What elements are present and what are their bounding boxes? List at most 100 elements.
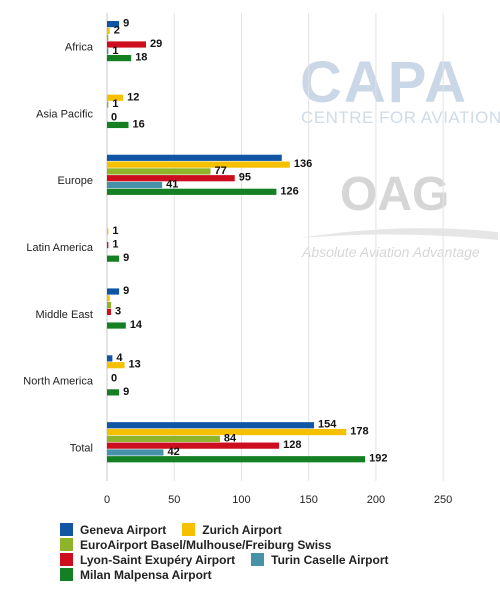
x-tick-label: 200	[367, 494, 385, 506]
capa-watermark-title: CAPA	[300, 50, 468, 115]
data-label-euroairport-basel-mulhouse-freiburg-swiss-europe: 77	[215, 165, 227, 177]
x-tick-label: 0	[104, 494, 110, 506]
bar-turin-caselle-airport-africa	[107, 48, 109, 55]
legend-item-zurich[interactable]: Zurich Airport	[182, 523, 282, 537]
data-label-turin-caselle-airport-asia-pacific: 0	[111, 112, 117, 124]
category-label-north-america: North America	[23, 376, 94, 388]
bar-lyon-saint-exup-ry-airport-africa	[107, 41, 146, 48]
legend-row: Milan Malpensa Airport	[60, 567, 490, 582]
legend-label-lyon: Lyon-Saint Exupéry Airport	[80, 552, 236, 567]
bar-milan-malpensa-airport-middle-east	[107, 322, 126, 329]
legend-row: Geneva Airport Zurich Airport	[60, 522, 490, 537]
legend-label-zurich: Zurich Airport	[202, 522, 282, 537]
bar-geneva-airport-total	[107, 422, 315, 429]
data-label-milan-malpensa-airport-asia-pacific: 16	[133, 118, 145, 130]
legend-swatch-zurich	[182, 523, 196, 536]
category-labels: Africa Asia Pacific Europe Latin America Mid…	[23, 41, 94, 454]
data-label-geneva-airport-africa: 9	[123, 18, 129, 30]
bar-euroairport-basel-mulhouse-freiburg-swiss-asia-pacific	[107, 101, 109, 108]
x-tick-label: 100	[232, 494, 250, 506]
legend: Geneva Airport Zurich Airport EuroAirpor…	[60, 522, 490, 582]
x-tick-label: 150	[299, 494, 317, 506]
data-label-lyon-saint-exup-ry-airport-africa: 29	[150, 38, 162, 50]
data-label-euroairport-basel-mulhouse-freiburg-swiss-asia-pacific: 1	[112, 98, 118, 110]
data-label-lyon-saint-exup-ry-airport-latin-america: 1	[112, 239, 118, 251]
bar-lyon-saint-exup-ry-airport-europe	[107, 175, 235, 182]
bar-milan-malpensa-airport-africa	[107, 55, 132, 62]
data-label-turin-caselle-airport-africa: 1	[112, 45, 118, 57]
data-label-zurich-airport-europe: 136	[294, 158, 312, 170]
data-label-lyon-saint-exup-ry-airport-middle-east: 3	[115, 305, 121, 317]
data-label-zurich-airport-asia-pacific: 12	[127, 91, 139, 103]
legend-item-turin[interactable]: Turin Caselle Airport	[251, 552, 389, 567]
bar-lyon-saint-exup-ry-airport-latin-america	[107, 241, 109, 249]
bar-milan-malpensa-airport-europe	[107, 188, 277, 195]
bar-geneva-airport-middle-east	[107, 288, 120, 295]
data-label-milan-malpensa-airport-total: 192	[369, 453, 387, 465]
oag-watermark-subtitle: Absolute Aviation Advantage	[301, 244, 480, 260]
category-label-latin-america: Latin America	[26, 242, 94, 254]
data-label-lyon-saint-exup-ry-airport-total: 128	[283, 439, 301, 451]
data-label-lyon-saint-exup-ry-airport-europe: 95	[239, 172, 251, 184]
legend-swatch-geneva	[60, 523, 73, 536]
data-label-milan-malpensa-airport-latin-america: 9	[123, 252, 129, 264]
bar-zurich-airport-north-america	[107, 362, 125, 369]
bar-zurich-airport-asia-pacific	[107, 94, 124, 101]
bar-milan-malpensa-airport-latin-america	[107, 255, 120, 262]
data-label-zurich-airport-latin-america: 1	[112, 225, 118, 237]
bar-zurich-airport-europe	[107, 161, 290, 168]
data-label-turin-caselle-airport-total: 42	[167, 446, 179, 458]
legend-swatch-lyon	[60, 553, 73, 566]
legend-row: Lyon-Saint Exupéry Airport Turin Caselle…	[60, 552, 490, 567]
legend-label-turin: Turin Caselle Airport	[271, 552, 389, 567]
x-tick-labels: 0 50 100 150 200 250	[104, 494, 452, 506]
legend-item-lyon[interactable]: Lyon-Saint Exupéry Airport	[60, 553, 235, 567]
data-label-euroairport-basel-mulhouse-freiburg-swiss-total: 84	[224, 432, 237, 444]
data-label-milan-malpensa-airport-europe: 126	[280, 185, 298, 197]
oag-swoosh-icon	[300, 228, 498, 240]
category-label-africa: Africa	[65, 41, 94, 53]
legend-swatch-turin	[251, 553, 265, 566]
category-label-europe: Europe	[58, 175, 93, 187]
legend-swatch-basel	[60, 538, 73, 551]
legend-swatch-milan	[60, 568, 73, 581]
grid-lines	[106, 13, 444, 481]
bar-euroairport-basel-mulhouse-freiburg-swiss-total	[107, 435, 220, 442]
bars: 9229118121016136779541126119931441309154…	[107, 18, 387, 465]
legend-item-geneva[interactable]: Geneva Airport	[60, 523, 166, 537]
bar-zurich-airport-middle-east	[107, 295, 110, 302]
data-label-zurich-airport-north-america: 13	[128, 359, 140, 371]
legend-item-milan[interactable]: Milan Malpensa Airport	[60, 568, 212, 582]
bar-milan-malpensa-airport-asia-pacific	[107, 121, 129, 129]
x-tick-label: 250	[434, 494, 452, 506]
bar-turin-caselle-airport-europe	[107, 181, 163, 189]
legend-row: EuroAirport Basel/Mulhouse/Freiburg Swis…	[60, 537, 490, 552]
bar-chart: CAPA CENTRE FOR AVIATION OAG Absolute Av…	[23, 13, 500, 506]
legend-item-basel[interactable]: EuroAirport Basel/Mulhouse/Freiburg Swis…	[60, 538, 331, 552]
data-label-turin-caselle-airport-europe: 41	[166, 179, 178, 191]
data-label-zurich-airport-africa: 2	[114, 24, 120, 36]
bar-lyon-saint-exup-ry-airport-middle-east	[107, 308, 112, 316]
watermark: CAPA CENTRE FOR AVIATION OAG Absolute Av…	[300, 50, 500, 260]
data-label-zurich-airport-total: 178	[350, 426, 368, 438]
capa-watermark-subtitle: CENTRE FOR AVIATION	[301, 108, 500, 127]
data-label-geneva-airport-north-america: 4	[116, 352, 123, 364]
bar-euroairport-basel-mulhouse-freiburg-swiss-africa	[107, 34, 109, 41]
category-label-total: Total	[70, 443, 93, 455]
data-label-milan-malpensa-airport-north-america: 9	[123, 386, 129, 398]
data-label-geneva-airport-total: 154	[318, 419, 337, 431]
bar-euroairport-basel-mulhouse-freiburg-swiss-europe	[107, 168, 211, 175]
legend-label-basel: EuroAirport Basel/Mulhouse/Freiburg Swis…	[80, 537, 332, 552]
bar-geneva-airport-north-america	[107, 355, 113, 362]
data-label-geneva-airport-middle-east: 9	[123, 285, 129, 297]
bar-euroairport-basel-mulhouse-freiburg-swiss-middle-east	[107, 302, 112, 309]
data-label-lyon-saint-exup-ry-airport-north-america: 0	[111, 372, 117, 384]
oag-watermark-title: OAG	[340, 168, 449, 221]
legend-label-milan: Milan Malpensa Airport	[80, 567, 212, 582]
bar-lyon-saint-exup-ry-airport-total	[107, 442, 280, 449]
bar-turin-caselle-airport-total	[107, 449, 164, 456]
category-label-middle-east: Middle East	[36, 309, 93, 321]
x-tick-label: 50	[168, 494, 180, 506]
bar-geneva-airport-europe	[107, 154, 282, 161]
category-label-asia-pacific: Asia Pacific	[36, 108, 93, 120]
